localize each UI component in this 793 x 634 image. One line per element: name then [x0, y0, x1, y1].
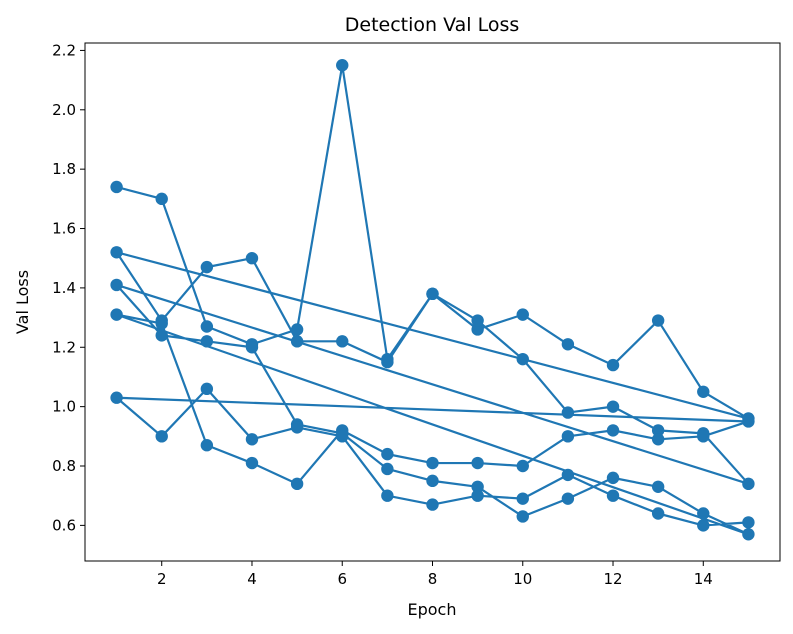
data-point: [426, 474, 439, 488]
y-tick-label: 2.0: [52, 101, 76, 119]
data-point: [426, 456, 439, 470]
data-point: [245, 433, 259, 446]
data-point: [381, 462, 394, 476]
data-point: [200, 439, 214, 452]
data-point: [651, 480, 665, 493]
data-point: [110, 278, 123, 292]
data-point: [245, 456, 259, 470]
data-point: [516, 492, 529, 505]
data-point: [561, 406, 575, 419]
data-point: [336, 335, 349, 348]
data-point: [426, 498, 439, 511]
data-point: [651, 507, 665, 520]
data-point: [200, 320, 214, 333]
data-point: [471, 480, 484, 493]
data-point: [516, 510, 529, 523]
data-point: [110, 308, 123, 321]
x-axis: 2 4 6 8 10 12 14: [157, 561, 713, 588]
data-point: [200, 382, 214, 396]
data-point: [697, 385, 710, 398]
data-point: [381, 447, 394, 461]
data-point: [516, 459, 529, 473]
data-point: [606, 471, 620, 485]
data-point: [381, 489, 394, 502]
data-point: [606, 424, 620, 437]
data-point: [561, 492, 575, 505]
data-point: [561, 468, 575, 482]
data-point: [651, 424, 665, 437]
x-tick-label: 10: [513, 570, 532, 588]
x-tick-label: 6: [337, 570, 347, 588]
x-tick-label: 12: [603, 570, 622, 588]
data-point: [426, 287, 439, 301]
x-tick-label: 8: [428, 570, 438, 588]
y-tick-label: 1.8: [52, 160, 76, 178]
data-point: [155, 192, 168, 206]
data-point: [697, 507, 710, 520]
data-point: [697, 519, 710, 532]
data-point: [110, 246, 123, 259]
data-point: [290, 323, 304, 336]
data-point: [561, 338, 575, 351]
y-axis: 0.6 0.8 1.0 1.2 1.4 1.6 1.8 2.0 2.2: [52, 41, 85, 534]
data-point: [290, 335, 304, 348]
data-point: [290, 477, 304, 491]
data-point: [336, 59, 349, 72]
y-tick-label: 0.8: [52, 457, 76, 475]
y-tick-label: 1.4: [52, 279, 76, 297]
data-point: [742, 516, 755, 529]
data-point: [471, 456, 484, 470]
data-point: [245, 341, 259, 354]
data-point: [110, 391, 123, 404]
data-point: [561, 430, 575, 443]
data-point: [471, 314, 484, 327]
data-point: [155, 430, 168, 443]
data-point: [651, 314, 665, 327]
x-tick-label: 4: [247, 570, 257, 588]
y-tick-label: 1.0: [52, 398, 76, 416]
data-point: [516, 352, 529, 366]
y-tick-label: 2.2: [52, 41, 76, 59]
chart-title: Detection Val Loss: [345, 14, 520, 36]
data-point: [336, 430, 349, 443]
data-point: [200, 335, 214, 348]
y-axis-title: Val Loss: [13, 270, 32, 334]
data-point: [606, 358, 620, 372]
y-tick-label: 0.6: [52, 516, 76, 534]
data-markers: [110, 59, 755, 541]
data-point: [245, 252, 259, 265]
data-point: [697, 430, 710, 443]
y-tick-label: 1.6: [52, 220, 76, 238]
data-point: [651, 433, 665, 446]
data-point: [155, 329, 168, 342]
data-point: [606, 400, 620, 413]
x-tick-label: 2: [157, 570, 167, 588]
data-point: [606, 489, 620, 502]
data-point: [471, 323, 484, 336]
data-point: [290, 421, 304, 434]
data-point: [381, 355, 394, 369]
data-point: [200, 260, 214, 274]
y-tick-label: 1.2: [52, 338, 76, 356]
data-point: [110, 180, 123, 194]
data-point: [471, 489, 484, 502]
data-point: [742, 415, 755, 428]
data-point: [516, 308, 529, 321]
data-point: [742, 477, 755, 491]
x-axis-title: Epoch: [408, 600, 457, 619]
data-point: [742, 528, 755, 541]
data-point: [155, 317, 168, 330]
x-tick-label: 14: [694, 570, 713, 588]
